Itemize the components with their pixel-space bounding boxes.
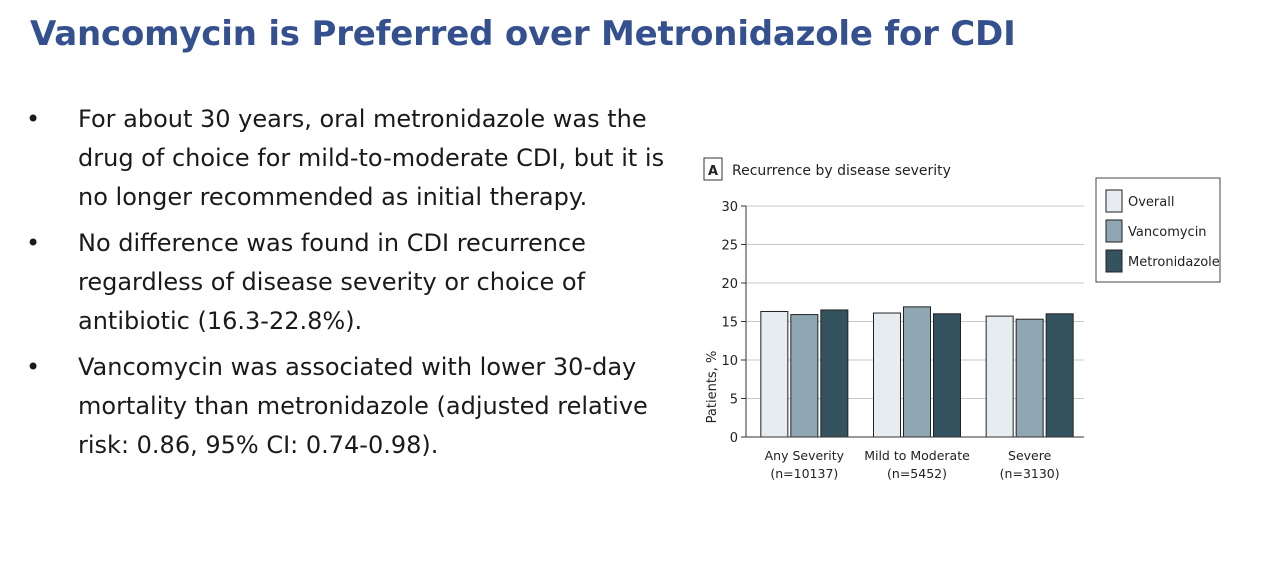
x-tick-n-label: (n=5452) — [887, 466, 947, 481]
bar-metronidazole-1 — [933, 313, 961, 438]
page-title: Vancomycin is Preferred over Metronidazo… — [30, 14, 1016, 54]
bullet-list: • For about 30 years, oral metronidazole… — [26, 100, 686, 472]
x-tick-label: Any Severity — [765, 448, 845, 463]
legend-swatch-overall — [1105, 189, 1123, 213]
bar-layer — [760, 306, 1074, 438]
legend-label-vancomycin: Vancomycin — [1128, 225, 1207, 240]
bullet-icon: • — [26, 353, 41, 381]
recurrence-chart: A Recurrence by disease severity Patient… — [696, 152, 1228, 492]
x-tick-n-label: (n=10137) — [770, 466, 838, 481]
bar-metronidazole-0 — [820, 309, 849, 438]
axis-layer: 0 5 10 15 20 25 30 Any Severity (n=10137) Mild to… — [721, 200, 1084, 481]
y-tick-label: 10 — [721, 354, 738, 369]
bullet-text: Vancomycin was associated with lower 30-… — [78, 353, 648, 459]
y-axis-label: Patients, % — [705, 351, 720, 424]
bar-overall-0 — [760, 310, 789, 438]
bar-vancomycin-2 — [1015, 318, 1044, 438]
bar-vancomycin-1 — [903, 306, 931, 438]
y-tick-label: 30 — [721, 200, 738, 215]
legend-label-overall: Overall — [1128, 195, 1174, 210]
x-tick-n-label: (n=3130) — [1000, 466, 1060, 481]
legend-label-metronidazole: Metronidazole — [1128, 255, 1220, 270]
bullet-icon: • — [26, 229, 41, 257]
bar-overall-2 — [985, 315, 1014, 438]
y-tick-label: 0 — [730, 431, 738, 446]
bullet-item: • Vancomycin was associated with lower 3… — [26, 348, 686, 465]
bullet-icon: • — [26, 105, 41, 133]
bar-overall-1 — [873, 312, 901, 438]
y-tick-label: 25 — [721, 239, 738, 254]
panel-label: A — [708, 164, 718, 179]
legend-swatch-metronidazole — [1105, 249, 1123, 273]
chart-svg: A Recurrence by disease severity Patient… — [703, 157, 1221, 481]
chart-title: Recurrence by disease severity — [732, 163, 951, 179]
bullet-item: • For about 30 years, oral metronidazole… — [26, 100, 686, 217]
bullet-item: • No difference was found in CDI recurre… — [26, 224, 686, 341]
bullet-text: No difference was found in CDI recurrenc… — [78, 229, 586, 335]
y-tick-label: 5 — [730, 393, 738, 408]
bar-vancomycin-0 — [790, 314, 819, 438]
x-tick-label: Severe — [1008, 448, 1052, 463]
bar-metronidazole-2 — [1045, 313, 1074, 438]
y-tick-label: 15 — [721, 316, 738, 331]
panel-label-box — [703, 157, 723, 181]
y-tick-label: 20 — [721, 277, 738, 292]
legend: Overall Vancomycin Metronidazole — [1105, 189, 1220, 273]
legend-swatch-vancomycin — [1105, 219, 1123, 243]
x-tick-label: Mild to Moderate — [864, 448, 970, 463]
bullet-text: For about 30 years, oral metronidazole w… — [78, 105, 665, 211]
